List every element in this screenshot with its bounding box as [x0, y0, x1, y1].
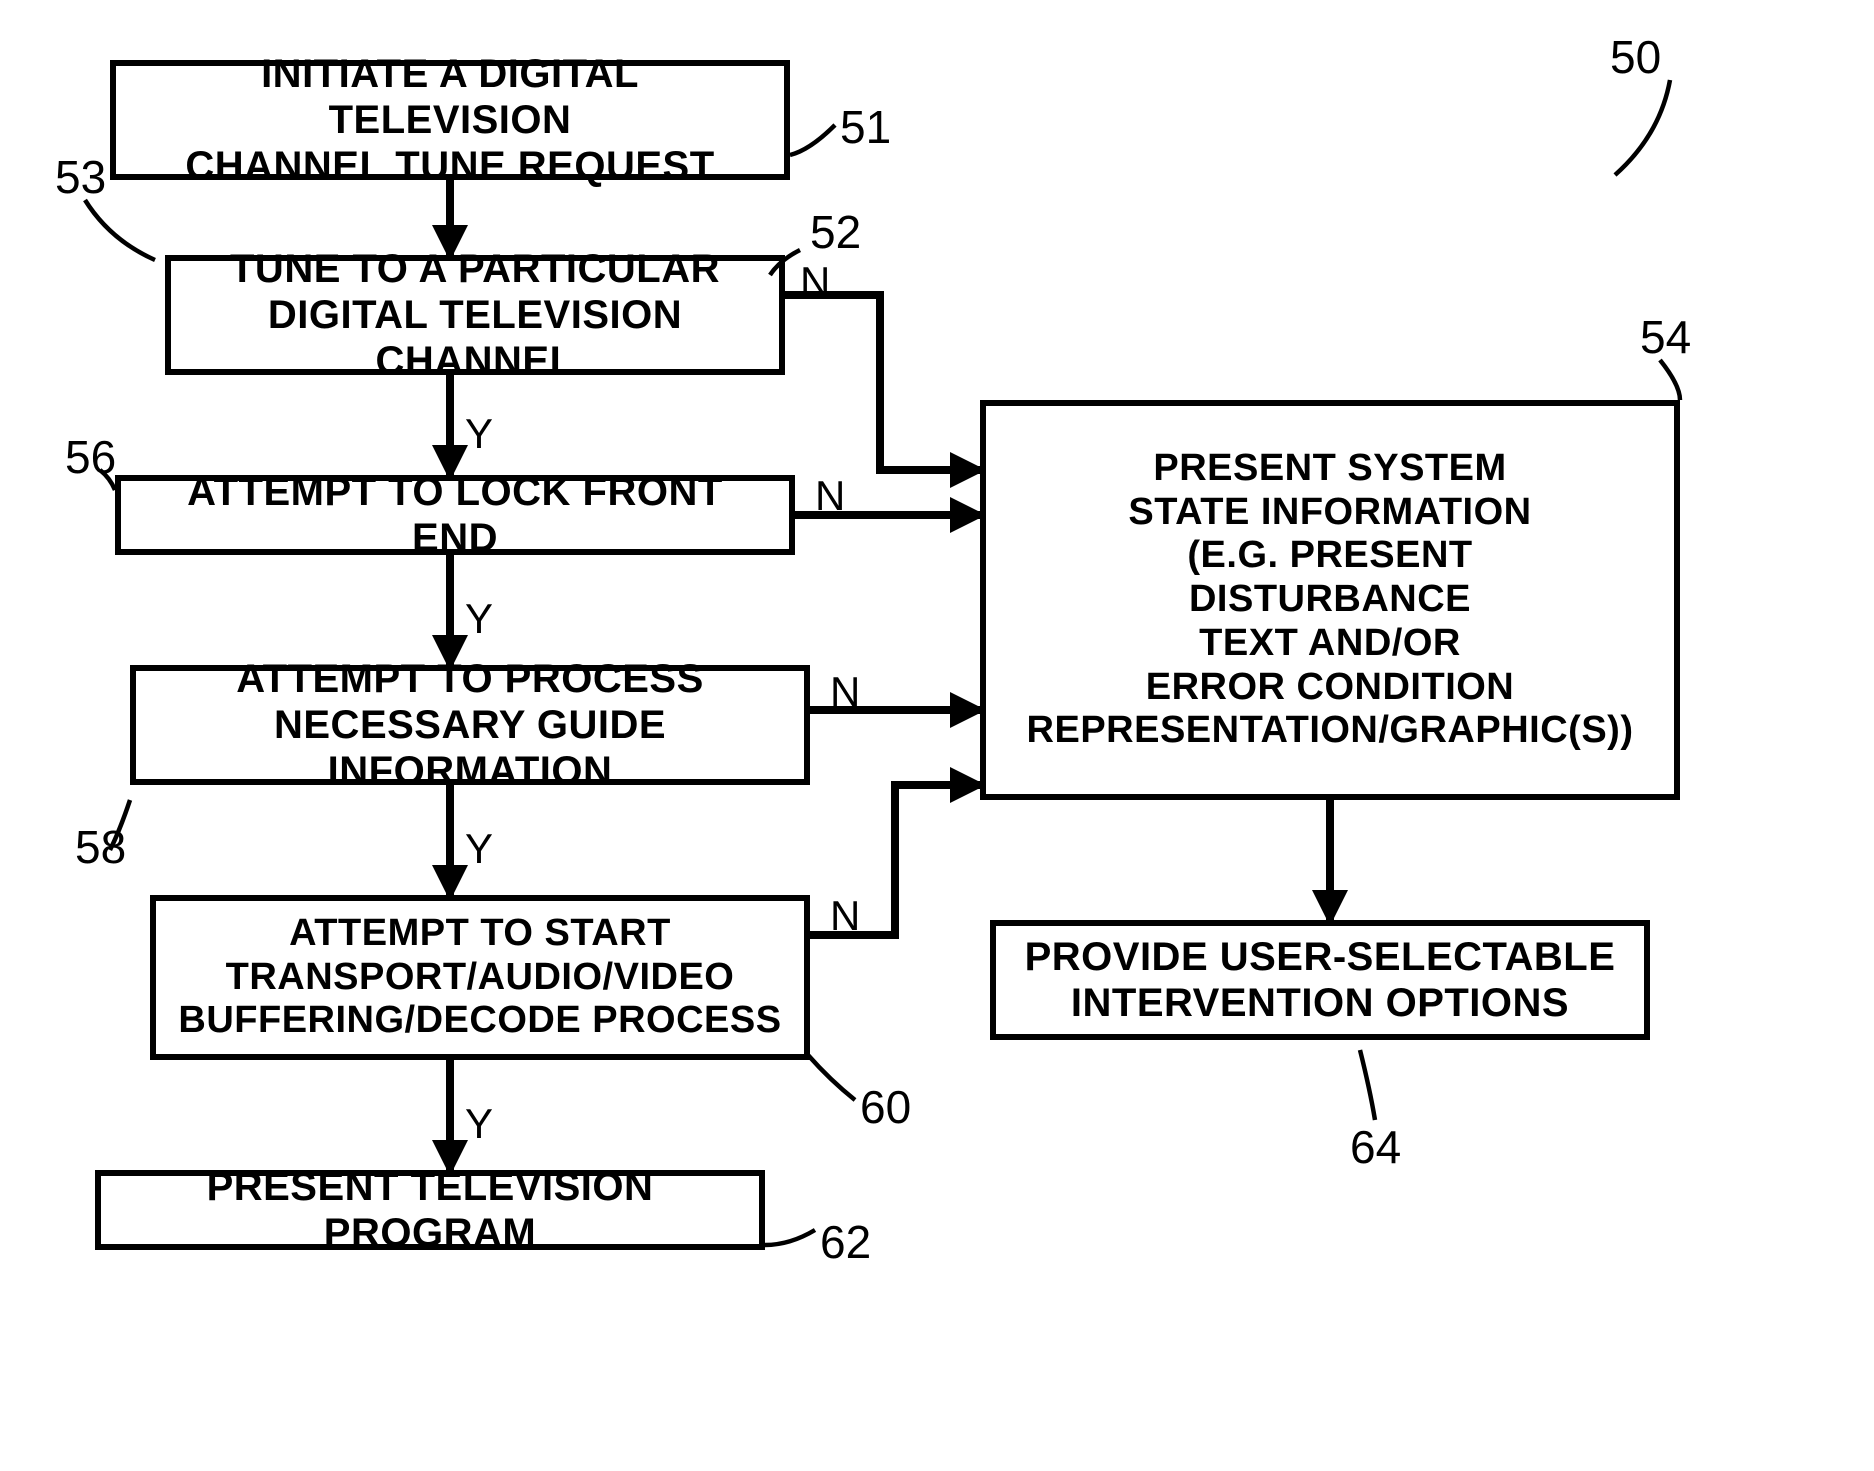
ref-54: 54 — [1640, 310, 1691, 364]
ref-60: 60 — [860, 1080, 911, 1134]
node-present-state-info: PRESENT SYSTEMSTATE INFORMATION(E.G. PRE… — [980, 400, 1680, 800]
node-text: TUNE TO A PARTICULARDIGITAL TELEVISION C… — [191, 246, 759, 384]
ref-56: 56 — [65, 430, 116, 484]
ref-53: 53 — [55, 150, 106, 204]
edge-label-y2: Y — [465, 595, 493, 643]
flowchart-canvas: INITIATE A DIGITAL TELEVISIONCHANNEL TUN… — [0, 0, 1874, 1471]
ref-62: 62 — [820, 1215, 871, 1269]
ref-50: 50 — [1610, 30, 1661, 84]
node-text: PRESENT SYSTEMSTATE INFORMATION(E.G. PRE… — [1027, 447, 1634, 753]
node-tune-particular-channel: TUNE TO A PARTICULARDIGITAL TELEVISION C… — [165, 255, 785, 375]
node-lock-front-end: ATTEMPT TO LOCK FRONT END — [115, 475, 795, 555]
ref-64: 64 — [1350, 1120, 1401, 1174]
edge-label-n2: N — [815, 472, 845, 520]
edge-label-y3: Y — [465, 825, 493, 873]
edge-label-n3: N — [830, 668, 860, 716]
edge-label-y1: Y — [465, 410, 493, 458]
ref-58: 58 — [75, 820, 126, 874]
node-text: PRESENT TELEVISION PROGRAM — [121, 1164, 739, 1256]
edge-label-n1: N — [800, 258, 830, 306]
ref-51: 51 — [840, 100, 891, 154]
node-text: PROVIDE USER-SELECTABLEINTERVENTION OPTI… — [1025, 934, 1616, 1026]
node-text: INITIATE A DIGITAL TELEVISIONCHANNEL TUN… — [136, 51, 764, 189]
node-present-program: PRESENT TELEVISION PROGRAM — [95, 1170, 765, 1250]
node-start-decode-process: ATTEMPT TO STARTTRANSPORT/AUDIO/VIDEOBUF… — [150, 895, 810, 1060]
node-initiate-tune-request: INITIATE A DIGITAL TELEVISIONCHANNEL TUN… — [110, 60, 790, 180]
ref-52: 52 — [810, 205, 861, 259]
edge-label-n4: N — [830, 892, 860, 940]
node-text: ATTEMPT TO LOCK FRONT END — [141, 469, 769, 561]
node-text: ATTEMPT TO STARTTRANSPORT/AUDIO/VIDEOBUF… — [178, 912, 781, 1043]
node-intervention-options: PROVIDE USER-SELECTABLEINTERVENTION OPTI… — [990, 920, 1650, 1040]
edge-label-y4: Y — [465, 1100, 493, 1148]
node-text: ATTEMPT TO PROCESSNECESSARY GUIDE INFORM… — [156, 656, 784, 794]
node-process-guide-info: ATTEMPT TO PROCESSNECESSARY GUIDE INFORM… — [130, 665, 810, 785]
